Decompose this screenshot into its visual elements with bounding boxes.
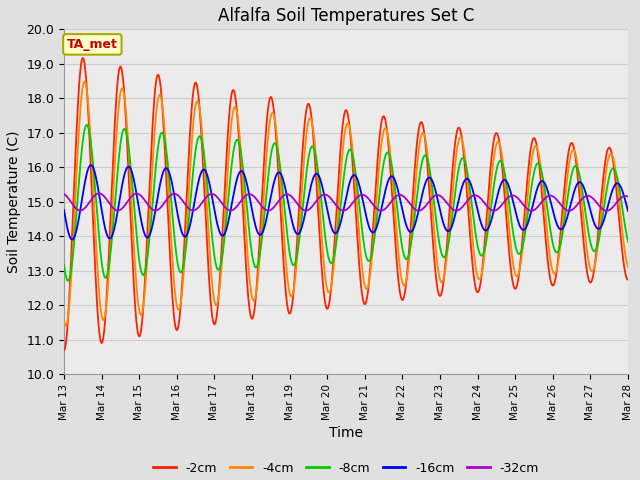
Text: TA_met: TA_met [67,38,118,51]
Legend: -2cm, -4cm, -8cm, -16cm, -32cm: -2cm, -4cm, -8cm, -16cm, -32cm [148,456,544,480]
Y-axis label: Soil Temperature (C): Soil Temperature (C) [7,131,21,273]
Title: Alfalfa Soil Temperatures Set C: Alfalfa Soil Temperatures Set C [218,7,474,25]
X-axis label: Time: Time [329,426,363,440]
